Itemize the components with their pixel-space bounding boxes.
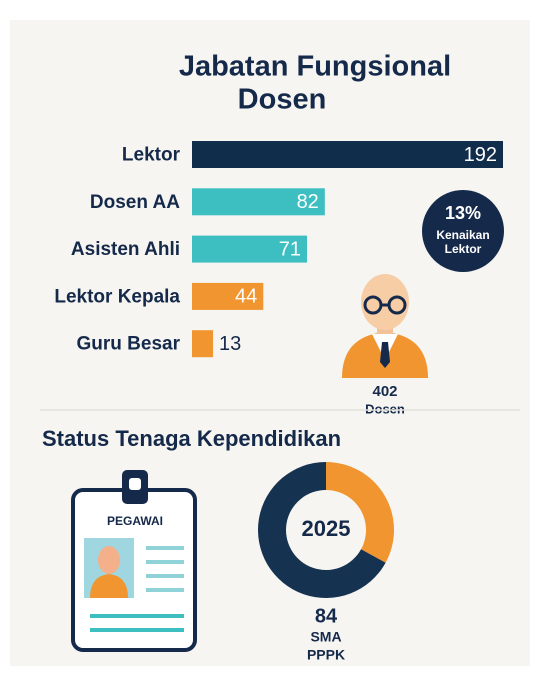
id-card (73, 470, 195, 650)
badge-value: 13% (445, 203, 481, 223)
page: Jabatan Fungsional Dosen Lektor 192 Dosen … (0, 0, 540, 677)
value-label: 82 (297, 191, 319, 213)
value-label: 192 (464, 144, 497, 166)
count-line: PPPK (307, 647, 345, 663)
value-label: 13 (219, 333, 241, 355)
value-label: 71 (279, 238, 301, 260)
category-label: Lektor (122, 145, 181, 166)
donut-center-label: 2025 (302, 516, 351, 541)
category-label: Asisten Ahli (71, 239, 180, 260)
total-label: Dosen (365, 401, 405, 416)
count: 84 (315, 605, 338, 627)
badge-label: Kenaikan (436, 228, 489, 242)
value-label: 44 (235, 286, 257, 308)
card-label: PEGAWAI (107, 514, 163, 528)
title-line: Jabatan Fungsional (179, 51, 451, 83)
count-line: SMA (310, 629, 341, 645)
title-line: Dosen (238, 84, 327, 116)
badge-label: Lektor (445, 242, 482, 256)
section-title: Status Tenaga Kependidikan (42, 426, 341, 451)
bar (192, 330, 213, 357)
infographic: Jabatan Fungsional Dosen Lektor 192 Dosen … (0, 0, 540, 677)
category-label: Dosen AA (90, 192, 180, 213)
total-value: 402 (372, 383, 397, 400)
bar (192, 141, 503, 168)
category-label: Guru Besar (77, 334, 181, 355)
category-label: Lektor Kepala (54, 286, 180, 307)
